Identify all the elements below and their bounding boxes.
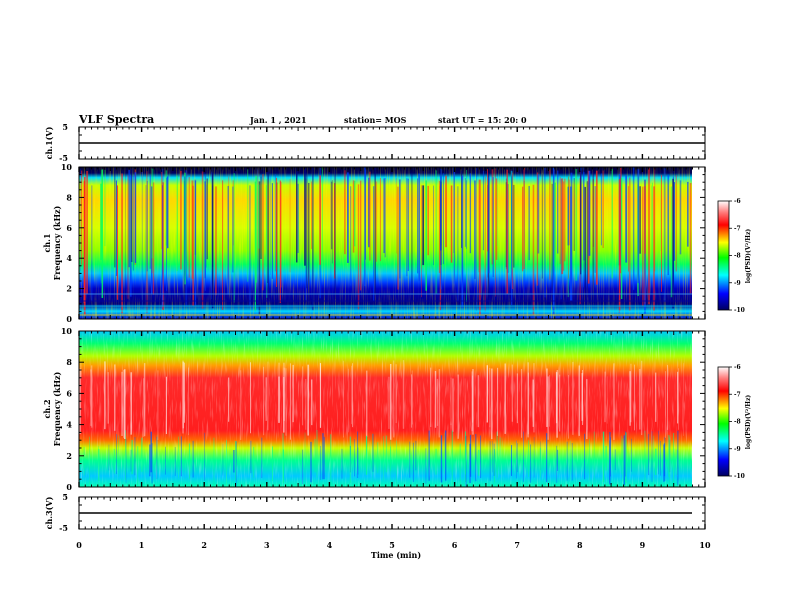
x-tick-label: 7 (514, 540, 520, 550)
x-tick-label: 1 (139, 540, 145, 550)
colorbar-ch2: -6 -7 -8 -9 -10 log(PSD)(V²/Hz) (717, 364, 752, 480)
y-tick-label: 10 (61, 162, 73, 172)
ch1-spec-ylabel: Frequency (kHz) (52, 205, 62, 280)
ch1-spec-channel-label: ch.1 (42, 233, 52, 252)
axis-ticks: 0 1 2 3 4 5 6 7 8 9 10 0 2 4 6 8 10 0 2 4 6 8 10 (61, 126, 711, 550)
start-ut-label: start UT = 15: 20: 0 (438, 115, 527, 125)
ch3-ytick-bottom: -5 (59, 523, 68, 533)
colorbar-tick-label: -7 (734, 225, 741, 232)
ch3-voltage-panel: 5 -5 ch.3(V) (44, 492, 706, 533)
colorbar-ch1: -6 -7 -8 -9 -10 log(PSD)(V²/Hz) (717, 198, 752, 314)
y-tick-label: 6 (66, 223, 72, 233)
colorbar-tick-label: -8 (734, 253, 741, 260)
x-tick-label: 0 (76, 540, 82, 550)
colorbar-ch2-label: log(PSD)(V²/Hz) (745, 395, 752, 450)
colorbar-ch1-label: log(PSD)(V²/Hz) (745, 229, 752, 284)
x-tick-label: 9 (640, 540, 646, 550)
y-tick-label: 0 (66, 482, 72, 492)
y-tick-label: 10 (61, 326, 73, 336)
y-tick-label: 8 (66, 357, 72, 367)
colorbar-tick-label: -8 (734, 419, 741, 426)
y-tick-label: 8 (66, 192, 72, 202)
ch2-spec-channel-label: ch.2 (42, 399, 52, 418)
ch2-spectrogram-panel: ch.2 Frequency (kHz) (42, 330, 706, 488)
y-tick-label: 6 (66, 388, 72, 398)
x-tick-label: 10 (699, 540, 711, 550)
ch3-voltage-ylabel: ch.3(V) (44, 496, 54, 529)
date-label: Jan. 1 , 2021 (249, 115, 307, 125)
x-tick-label: 8 (577, 540, 583, 550)
ch1-voltage-panel: 5 -5 ch.1(V) (44, 122, 706, 163)
y-tick-label: 0 (66, 314, 72, 324)
y-tick-label: 4 (66, 420, 72, 430)
ch1-ytick-top: 5 (62, 122, 68, 132)
ch1-voltage-ylabel: ch.1(V) (44, 126, 54, 159)
ch1-ytick-bottom: -5 (59, 153, 68, 163)
y-tick-label: 2 (66, 284, 72, 294)
x-tick-label: 6 (452, 540, 458, 550)
x-tick-label: 4 (327, 540, 333, 550)
ch2-spec-ylabel: Frequency (kHz) (52, 371, 62, 446)
y-tick-label: 4 (66, 253, 72, 263)
figure-title: VLF Spectra (78, 113, 154, 126)
y-tick-label: 2 (66, 451, 72, 461)
colorbar-tick-label: -10 (734, 473, 745, 480)
colorbar-tick-label: -6 (734, 364, 741, 371)
colorbar-tick-label: -6 (734, 198, 741, 205)
ch1-spectrogram-panel: ch.1 Frequency (kHz) (42, 166, 706, 320)
colorbar-tick-label: -7 (734, 391, 741, 398)
colorbar-tick-label: -9 (734, 446, 741, 453)
ch3-ytick-top: 5 (62, 492, 68, 502)
colorbar-tick-label: -9 (734, 280, 741, 287)
x-tick-label: 3 (264, 540, 270, 550)
x-tick-label: 5 (389, 540, 395, 550)
colorbar-tick-label: -10 (734, 307, 745, 314)
x-tick-label: 2 (201, 540, 207, 550)
x-axis-label: Time (min) (371, 550, 421, 560)
station-label: station= MOS (344, 115, 407, 125)
